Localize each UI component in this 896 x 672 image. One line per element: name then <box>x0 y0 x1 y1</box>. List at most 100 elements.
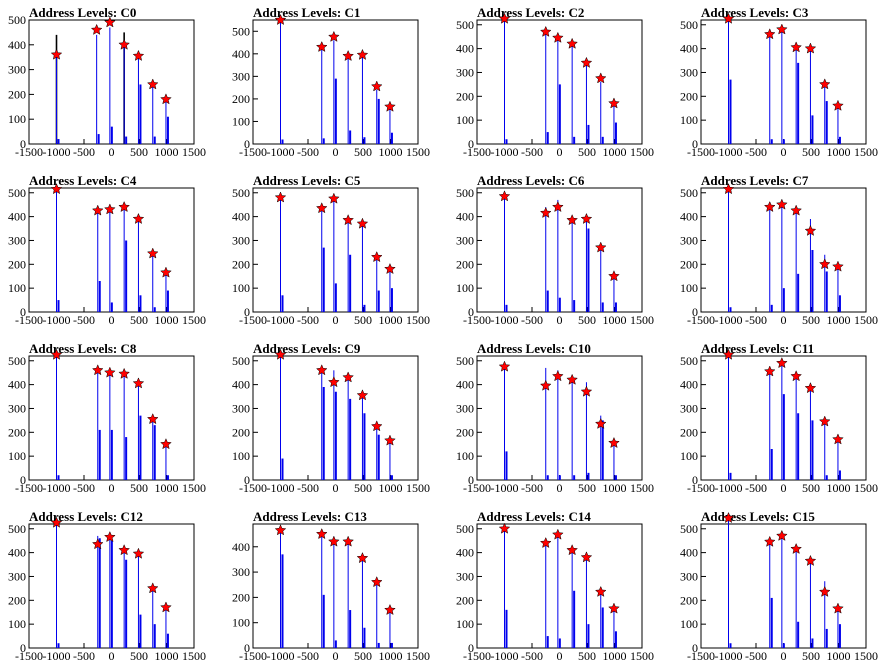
level-marker <box>539 206 552 219</box>
x-tick-label: 0 <box>557 649 563 663</box>
x-tick-label: 1000 <box>379 481 403 495</box>
panel-title: Address Levels: C14 <box>477 509 591 524</box>
level-marker <box>328 376 340 388</box>
y-tick-label: 500 <box>456 354 474 368</box>
panel-4: Address Levels: C40100200300400500-1500-… <box>8 173 206 327</box>
x-tick-label: 500 <box>802 649 820 663</box>
level-marker <box>552 200 564 213</box>
level-marker <box>580 385 593 397</box>
x-tick-label: 1000 <box>827 481 851 495</box>
y-tick-label: 500 <box>8 186 26 200</box>
level-marker <box>132 377 145 389</box>
y-tick-label: 500 <box>8 13 26 27</box>
level-marker <box>539 536 552 549</box>
y-tick-label: 0 <box>244 137 250 151</box>
x-tick-label: 1000 <box>155 145 179 159</box>
panel-title: Address Levels: C7 <box>701 173 809 188</box>
level-marker <box>315 202 328 214</box>
level-marker <box>342 371 354 383</box>
x-tick-label: 1000 <box>379 145 403 159</box>
level-marker <box>722 183 735 195</box>
x-tick-label: -1500 <box>463 145 491 159</box>
x-tick-label: -1000 <box>715 313 743 327</box>
x-tick-label: -500 <box>73 313 95 327</box>
x-tick-label: -1000 <box>715 481 743 495</box>
y-tick-label: 0 <box>468 305 474 319</box>
level-marker <box>118 38 131 50</box>
panel-title: Address Levels: C6 <box>477 173 585 188</box>
level-marker <box>370 80 383 92</box>
y-tick-label: 0 <box>244 473 250 487</box>
level-marker <box>90 23 103 35</box>
level-marker <box>566 37 578 49</box>
level-marker <box>132 547 145 559</box>
y-tick-label: 200 <box>456 593 474 607</box>
x-tick-label: 1500 <box>854 145 878 159</box>
y-tick-label: 400 <box>8 210 26 224</box>
level-marker <box>384 262 396 275</box>
y-tick-label: 0 <box>468 641 474 655</box>
level-marker <box>160 266 172 278</box>
x-tick-label: -500 <box>745 481 767 495</box>
level-marker <box>315 527 328 540</box>
y-tick-label: 200 <box>232 590 250 604</box>
y-tick-label: 100 <box>456 617 474 631</box>
x-tick-label: -1500 <box>15 313 43 327</box>
level-marker <box>104 203 116 215</box>
level-marker <box>356 552 369 564</box>
level-marker <box>50 48 63 60</box>
level-marker <box>146 413 159 425</box>
level-marker <box>580 212 593 224</box>
level-marker <box>342 49 354 62</box>
level-marker <box>722 348 735 360</box>
level-marker <box>315 40 328 53</box>
y-tick-label: 400 <box>456 42 474 56</box>
x-tick-label: 0 <box>109 145 115 159</box>
level-marker <box>132 212 145 224</box>
y-tick-label: 500 <box>680 18 698 32</box>
y-tick-label: 0 <box>692 137 698 151</box>
panel-title: Address Levels: C1 <box>253 5 360 20</box>
y-tick-label: 0 <box>20 473 26 487</box>
x-tick-label: 1000 <box>155 481 179 495</box>
y-tick-label: 300 <box>8 401 26 415</box>
y-tick-label: 400 <box>456 210 474 224</box>
x-tick-label: -1500 <box>239 649 267 663</box>
panel-title: Address Levels: C4 <box>29 173 137 188</box>
panel-title: Address Levels: C13 <box>253 509 367 524</box>
x-tick-label: 1500 <box>182 481 206 495</box>
x-tick-label: -500 <box>297 649 319 663</box>
level-marker <box>790 41 802 53</box>
level-marker <box>146 247 159 259</box>
x-tick-label: -1000 <box>491 481 519 495</box>
y-tick-label: 100 <box>8 281 26 295</box>
level-marker <box>370 576 383 588</box>
x-tick-label: 500 <box>578 313 596 327</box>
y-tick-label: 100 <box>8 112 26 126</box>
y-tick-label: 0 <box>468 473 474 487</box>
level-marker <box>608 97 620 109</box>
y-tick-label: 300 <box>680 569 698 583</box>
level-marker <box>832 99 844 111</box>
y-tick-label: 100 <box>232 616 250 630</box>
x-tick-label: -1500 <box>15 481 43 495</box>
x-tick-label: 1500 <box>182 649 206 663</box>
level-marker <box>146 582 159 594</box>
plot-frame <box>700 523 867 649</box>
level-marker <box>91 538 104 550</box>
x-tick-label: -1500 <box>463 481 491 495</box>
level-marker <box>498 360 511 372</box>
x-tick-label: 1000 <box>603 145 627 159</box>
y-tick-label: 400 <box>232 540 250 554</box>
x-tick-label: -1500 <box>239 145 267 159</box>
y-tick-label: 500 <box>680 522 698 536</box>
y-tick-label: 400 <box>680 546 698 560</box>
x-tick-label: -500 <box>745 313 767 327</box>
panel-3: Address Levels: C30100200300400500-1500-… <box>680 5 878 159</box>
x-tick-label: 0 <box>109 481 115 495</box>
y-tick-label: 300 <box>232 233 250 247</box>
x-tick-label: 0 <box>781 481 787 495</box>
y-tick-label: 500 <box>8 354 26 368</box>
level-marker <box>763 28 776 40</box>
level-marker <box>818 258 831 270</box>
